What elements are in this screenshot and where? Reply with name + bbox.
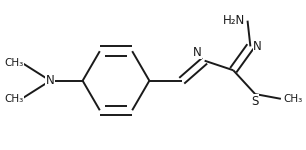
Text: N: N [46, 74, 54, 87]
Text: CH₃: CH₃ [4, 94, 24, 104]
Text: N: N [253, 40, 262, 53]
Text: N: N [193, 46, 202, 59]
Text: CH₃: CH₃ [4, 58, 24, 68]
Text: CH₃: CH₃ [284, 94, 303, 104]
Text: H₂N: H₂N [222, 14, 245, 27]
Text: S: S [252, 95, 259, 108]
